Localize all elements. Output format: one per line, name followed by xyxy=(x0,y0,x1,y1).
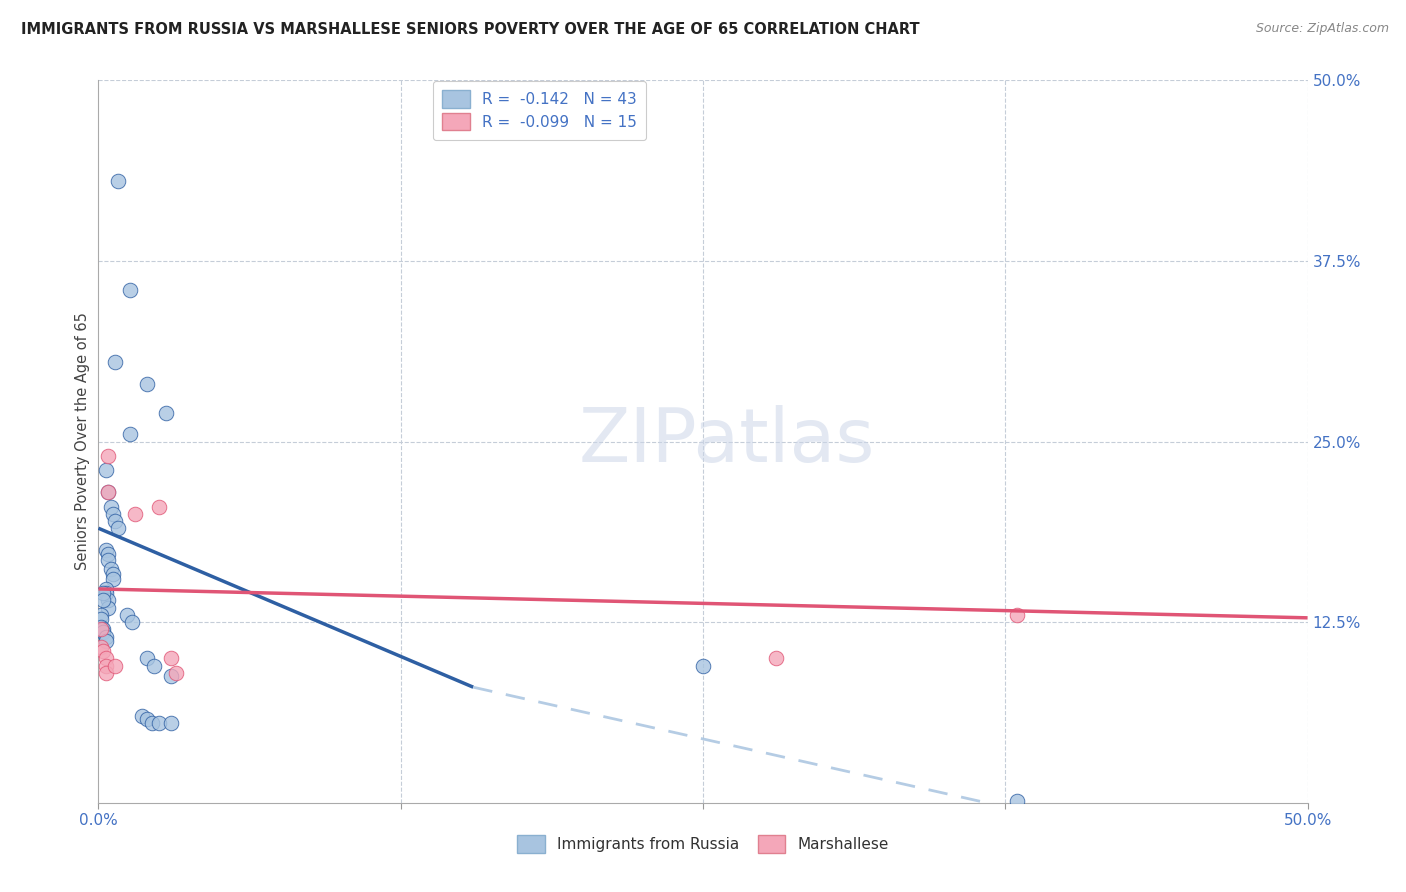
Point xyxy=(91,625,114,640)
Point xyxy=(90,607,112,622)
Point xyxy=(155,406,177,420)
Point xyxy=(94,630,117,644)
Point xyxy=(107,174,129,188)
Point xyxy=(148,500,170,514)
Point xyxy=(91,586,114,600)
Point xyxy=(94,665,117,680)
Point xyxy=(160,716,183,731)
Point xyxy=(97,600,120,615)
Point xyxy=(97,553,120,567)
Point xyxy=(94,651,117,665)
Point xyxy=(1007,794,1029,808)
Point xyxy=(94,542,117,557)
Point xyxy=(131,709,153,723)
Point xyxy=(165,665,187,680)
Point xyxy=(101,507,124,521)
Point xyxy=(100,562,122,576)
Text: Source: ZipAtlas.com: Source: ZipAtlas.com xyxy=(1256,22,1389,36)
Point xyxy=(100,500,122,514)
Point xyxy=(135,376,157,391)
Point xyxy=(1007,607,1029,622)
Point xyxy=(104,658,127,673)
Point xyxy=(124,507,146,521)
Legend: Immigrants from Russia, Marshallese: Immigrants from Russia, Marshallese xyxy=(509,827,897,860)
Point xyxy=(90,640,112,654)
Point xyxy=(94,463,117,477)
Point xyxy=(90,612,112,626)
Point xyxy=(94,586,117,600)
Point xyxy=(97,547,120,561)
Point xyxy=(160,651,183,665)
Point xyxy=(765,651,787,665)
Point xyxy=(160,668,183,682)
Text: ZIPatlas: ZIPatlas xyxy=(579,405,876,478)
Point xyxy=(97,449,120,463)
Point xyxy=(91,593,114,607)
Point xyxy=(94,634,117,648)
Point xyxy=(91,623,114,637)
Point xyxy=(141,716,163,731)
Point xyxy=(148,716,170,731)
Point xyxy=(107,521,129,535)
Point xyxy=(121,615,143,630)
Text: IMMIGRANTS FROM RUSSIA VS MARSHALLESE SENIORS POVERTY OVER THE AGE OF 65 CORRELA: IMMIGRANTS FROM RUSSIA VS MARSHALLESE SE… xyxy=(21,22,920,37)
Point xyxy=(692,658,714,673)
Point xyxy=(104,514,127,528)
Point xyxy=(91,644,114,658)
Point xyxy=(104,355,127,369)
Point xyxy=(135,712,157,726)
Point xyxy=(94,582,117,596)
Point xyxy=(90,623,112,637)
Point xyxy=(97,485,120,500)
Point xyxy=(101,567,124,582)
Point xyxy=(101,572,124,586)
Point xyxy=(97,593,120,607)
Point xyxy=(90,619,112,633)
Point xyxy=(143,658,166,673)
Y-axis label: Seniors Poverty Over the Age of 65: Seniors Poverty Over the Age of 65 xyxy=(75,312,90,571)
Point xyxy=(135,651,157,665)
Point xyxy=(94,658,117,673)
Point xyxy=(117,607,139,622)
Point xyxy=(118,427,141,442)
Point xyxy=(97,485,120,500)
Point xyxy=(118,283,141,297)
